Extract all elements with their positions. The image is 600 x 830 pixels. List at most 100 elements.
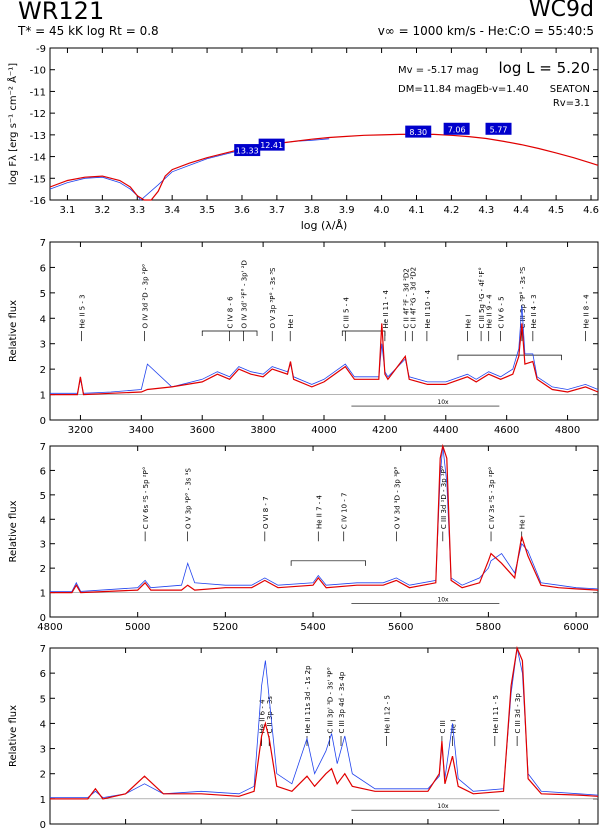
line-id-label: C III 3p 4d - 3s 4p xyxy=(338,671,346,733)
y-axis-label: Relative flux xyxy=(8,500,19,562)
observed-spectrum xyxy=(50,305,599,394)
line-id: C II 4f ²G - 3d ²D2 xyxy=(409,267,417,342)
photometry-mark: 13.33 xyxy=(234,144,261,157)
x-tick-label: 4.3 xyxy=(478,205,494,216)
line-id-label: C III 3p ³P° - 3s ³S xyxy=(519,266,527,328)
x-tick-label: 3.2 xyxy=(94,205,110,216)
y-tick-label: -15 xyxy=(30,174,46,185)
distance-modulus: DM=11.84 mag xyxy=(398,84,477,95)
photometry-label: 8.30 xyxy=(409,128,427,137)
spectrum-3-panel: 6000620064006600680070007200740001234567… xyxy=(8,644,599,830)
line-id-label: C II 4f ²F - 3d ²D2 xyxy=(402,268,410,328)
reddening-law: SEATON xyxy=(550,84,590,95)
x-tick-label: 4600 xyxy=(494,425,519,436)
line-id-label: C III 3d - 3p xyxy=(514,693,522,734)
line-id-label: C III 3p' ³D - 3s' ³P° xyxy=(327,667,335,734)
y-tick-label: 6 xyxy=(40,669,46,680)
line-id: C IV 10 - 7 xyxy=(341,493,349,542)
y-tick-label: 2 xyxy=(40,564,46,575)
line-id-label: C II 3p - 3s xyxy=(266,696,274,734)
line-id-label: C IV 6s ²S - 5p ²P° xyxy=(142,467,150,529)
spectrum-2-panel: 4800 5000 5200 5400 5600 5800 6000 0 1 2 3 4 5 6 7 Rela… xyxy=(8,442,599,633)
absolute-magnitude: Mv = -5.17 mag xyxy=(398,65,479,76)
line-id-label: He II 11s 3d - 1s 2p xyxy=(304,665,312,734)
x-tick-label: 3600 xyxy=(189,425,214,436)
x-axis-label: log (λ/Å) xyxy=(301,219,348,232)
line-id-label: He II 9 - 4 xyxy=(486,294,494,329)
line-id: He II 9 - 4 xyxy=(486,294,494,342)
photometry-box xyxy=(443,122,470,135)
line-id-label: He II 8 - 4 xyxy=(583,294,591,329)
x-tick-label: 4800 xyxy=(37,622,62,633)
model-spectrum xyxy=(49,133,599,201)
line-id: O V 3d ³D - 3p ³P° xyxy=(393,466,401,542)
line-id: He II 4 - 3 xyxy=(530,294,538,342)
x-tick-label: 3.4 xyxy=(164,205,180,216)
star-params: T* = 45 kK log Rt = 0.8 xyxy=(18,24,159,38)
photometry-box xyxy=(405,125,432,138)
line-id-label: He I xyxy=(519,515,527,529)
x-tick-label: 4.1 xyxy=(409,205,425,216)
y-tick-label: 5 xyxy=(40,491,46,502)
line-id: He II 11s 3d - 1s 2p xyxy=(304,665,312,747)
line-id: O IV 3d' ²F° - 3p' ²D xyxy=(241,260,249,342)
x-tick-label: 4.4 xyxy=(513,205,529,216)
line-id: C IV 6 - 5 xyxy=(498,296,506,342)
line-id: C III 3p' ³D - 3s' ³P° xyxy=(327,667,335,747)
y-tick-label: 2 xyxy=(40,365,46,376)
y-tick-label: 7 xyxy=(40,644,46,655)
y-tick-label: 3 xyxy=(40,745,46,756)
y-tick-label: 1 xyxy=(40,391,46,402)
line-id-label: C II 4f ²G - 3d ²D2 xyxy=(409,267,417,329)
line-id-label: He I xyxy=(464,315,472,329)
inset-label: 10x xyxy=(437,803,449,810)
y-tick-label: 7 xyxy=(40,442,46,453)
x-tick-label: 3.8 xyxy=(304,205,320,216)
line-id-label: He II 12 - 5 xyxy=(383,695,391,734)
y-tick-label: 4 xyxy=(40,719,46,730)
y-tick-label: 0 xyxy=(40,613,46,624)
line-id-label: He II 10 - 4 xyxy=(424,289,432,328)
line-id-label: He II 11 - 4 xyxy=(382,289,390,328)
line-id-label: O V 3p ³P° - 3s ³S xyxy=(269,267,277,329)
line-id-label: C IV 10 - 7 xyxy=(341,493,349,530)
y-axis-label: log Fλ [erg s⁻¹ cm⁻² Å⁻¹] xyxy=(6,63,19,185)
y-tick-label: -9 xyxy=(36,44,46,55)
luminosity: log L = 5.20 xyxy=(499,59,591,77)
y-tick-label: 0 xyxy=(40,416,46,427)
y-tick-label: -14 xyxy=(30,153,46,164)
line-id: C III 3d - 3p xyxy=(514,693,522,747)
line-id-label: He I xyxy=(287,315,295,329)
x-tick-label: 4200 xyxy=(372,425,397,436)
x-tick-label: 4.5 xyxy=(548,205,564,216)
plot-frame xyxy=(49,647,599,825)
line-id: He II 12 - 5 xyxy=(383,695,391,747)
line-id: He II 7 - 4 xyxy=(315,494,323,542)
blend-bracket xyxy=(290,560,366,566)
photometry-label: 7.06 xyxy=(448,125,466,134)
x-tick-label: 5200 xyxy=(213,622,238,633)
photometry-mark: 7.06 xyxy=(443,122,470,135)
y-tick-label: 6 xyxy=(40,466,46,477)
line-id-label: C III xyxy=(439,720,447,733)
x-tick-label: 4.2 xyxy=(443,205,459,216)
blend-bracket xyxy=(201,330,258,336)
line-id: O V 3p ³P° - 3s ³S xyxy=(269,267,277,342)
photometry-mark: 8.30 xyxy=(405,125,432,138)
y-tick-label: 2 xyxy=(40,770,46,781)
y-tick-label: 4 xyxy=(40,314,46,325)
blend-bracket xyxy=(457,354,562,361)
line-id: C III 3p 4d - 3s 4p xyxy=(338,671,346,747)
line-id-label: O V 3d ³D - 3p ³P° xyxy=(393,466,401,529)
line-id-label: He II 11 - 5 xyxy=(492,695,500,734)
line-id: He II 11 - 4 xyxy=(382,289,390,342)
line-id-label: He II 7 - 4 xyxy=(315,494,323,529)
x-tick-label: 4800 xyxy=(555,425,580,436)
y-tick-label: -13 xyxy=(30,131,46,142)
photometry-box xyxy=(234,144,261,157)
line-id-label: C IV 6 - 5 xyxy=(498,296,506,328)
y-axis-label: Relative flux xyxy=(8,705,19,767)
x-tick-label: 3.3 xyxy=(129,205,145,216)
rv-value: Rv=3.1 xyxy=(553,98,590,109)
